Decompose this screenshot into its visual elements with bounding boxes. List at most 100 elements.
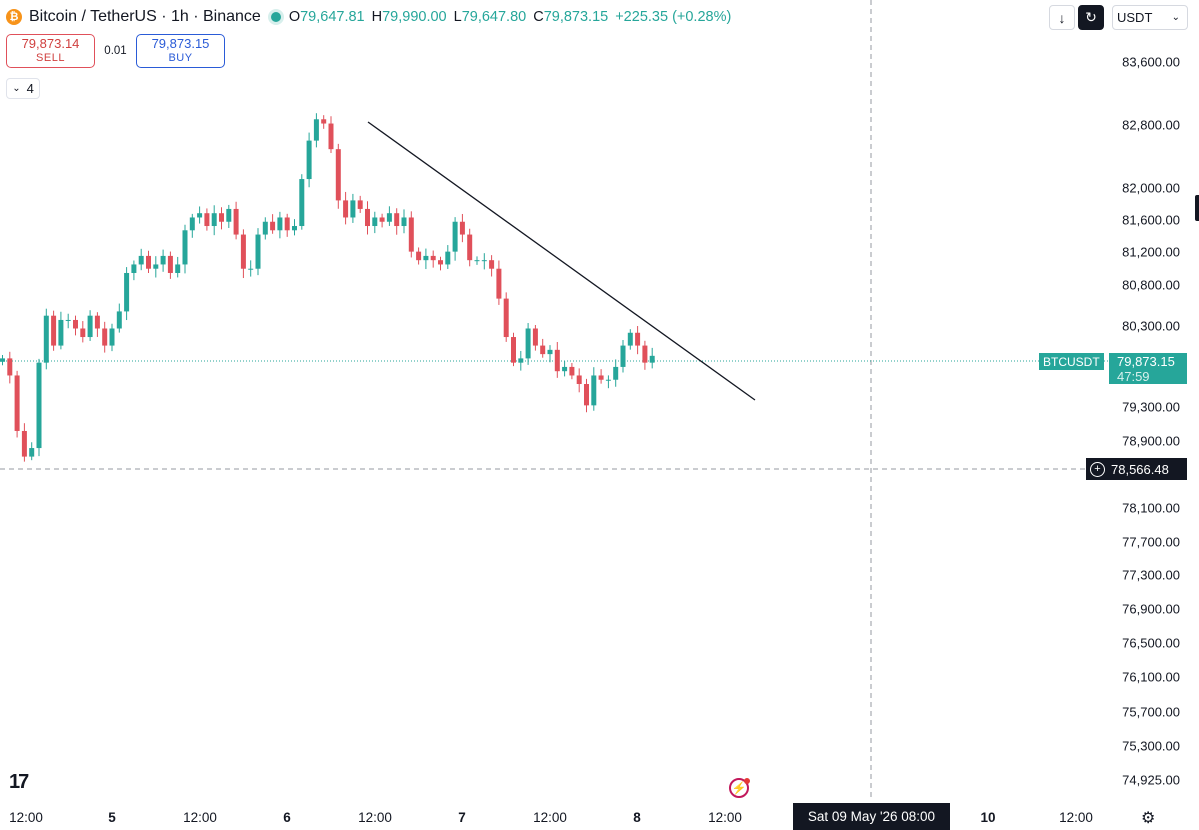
candle-up [350,200,356,218]
candle-up [452,221,458,252]
indicators-toggle-button[interactable]: ⌄ 4 [6,78,40,99]
candle-down [554,349,560,372]
candle-up [306,140,312,180]
sell-button[interactable]: 79,873.14 SELL [6,34,95,68]
ohlc-open: 79,647.81 [300,9,365,25]
candle-up [124,272,130,312]
candle-up [29,448,35,457]
ohlc-low-key: L [453,9,462,25]
candle-up [36,362,42,449]
candle-down [438,260,443,265]
crosshair-price-value: 78,566.48 [1111,461,1169,477]
candle-down [233,208,239,235]
candle-down [489,260,495,269]
candle-up [547,349,553,355]
candle-up [160,255,166,265]
buy-price: 79,873.15 [151,36,210,51]
candle-up [211,213,217,227]
candle-down [598,375,604,380]
candle-up [445,251,451,265]
candle-up [613,366,619,380]
candle-up [292,226,297,231]
candle-up [153,264,159,269]
candle-down [335,149,341,201]
candle-up [313,119,319,141]
price-axis-label: 77,700.00 [1122,534,1180,550]
lightning-icon[interactable]: ⚡ [729,778,749,798]
ohlc-high: 79,990.00 [382,9,447,25]
candle-up [262,221,268,235]
crosshair-time-label: Sat 09 May '26 08:00 [793,803,950,830]
price-axis-label: 76,100.00 [1122,669,1180,685]
time-axis-label: 8 [633,810,641,825]
candle-down [584,384,589,406]
candle-up [423,255,429,261]
candle-up [175,264,181,273]
candle-down [167,255,173,273]
candle-down [540,345,546,355]
currency-select[interactable]: USDT ⌄ [1112,5,1188,30]
candle-up [138,255,144,265]
ohlc-high-key: H [371,9,383,25]
candle-up [248,268,254,270]
candle-up [474,260,480,262]
crosshair-price-label[interactable]: + 78,566.48 [1086,458,1187,480]
candle-up [116,311,122,329]
candle-down [496,268,502,299]
price-axis-label: 76,500.00 [1122,635,1180,651]
candle-up [627,332,633,346]
price-axis-label: 75,700.00 [1122,704,1180,720]
candle-down [576,375,582,385]
gear-icon[interactable]: ⚙ [1141,810,1156,827]
candle-down [102,328,108,346]
symbol-title[interactable]: Bitcoin / TetherUS · 1h · Binance [29,8,261,25]
notification-dot-icon [744,778,750,784]
market-open-status-icon [270,12,281,22]
candle-up [518,358,524,363]
candle-up [386,213,392,222]
time-axis-label: 12:00 [183,810,217,825]
buy-button[interactable]: 79,873.15 BUY [136,34,225,68]
candle-up [87,315,93,338]
sell-label: SELL [36,52,65,64]
candle-down [284,217,290,231]
side-panel-handle[interactable] [1195,195,1199,221]
candle-up [591,375,597,406]
candle-up [226,208,232,222]
last-price-label: 79,873.15 47:59 [1109,353,1187,384]
time-axis-label: 7 [458,810,466,825]
candle-up [58,319,64,346]
ohlc-low: 79,647.80 [461,9,527,25]
candle-down [467,234,473,261]
price-axis-label: 82,800.00 [1122,117,1180,133]
candle-down [21,430,27,457]
candle-down [328,123,334,150]
candle-up [299,179,305,227]
candle-down [357,200,363,209]
candle-down [379,217,385,222]
candle-down [635,332,641,346]
last-price-value: 79,873.15 [1117,354,1175,369]
candle-up [131,264,137,273]
trend-line[interactable] [367,121,756,401]
candle-up [43,315,49,363]
time-axis-label: 12:00 [358,810,392,825]
candle-up [562,366,568,372]
candle-up [255,234,261,269]
plus-icon[interactable]: + [1090,461,1105,477]
candle-up [189,217,195,231]
candle-down [365,208,370,227]
candle-down [416,251,422,261]
arrow-down-icon[interactable]: ↓ [1049,5,1075,30]
candle-down [270,221,276,231]
candle-up [182,230,188,265]
quantity-value[interactable]: 0.01 [104,45,127,57]
symbol-price-tag: BTCUSDT [1039,353,1104,370]
candlestick-series [0,113,655,462]
time-axis-label: 12:00 [9,810,43,825]
reload-icon[interactable]: ↻ [1078,5,1104,30]
candle-down [321,119,327,124]
tradingview-logo[interactable]: 17 [9,771,29,793]
time-axis-label: 12:00 [708,810,742,825]
